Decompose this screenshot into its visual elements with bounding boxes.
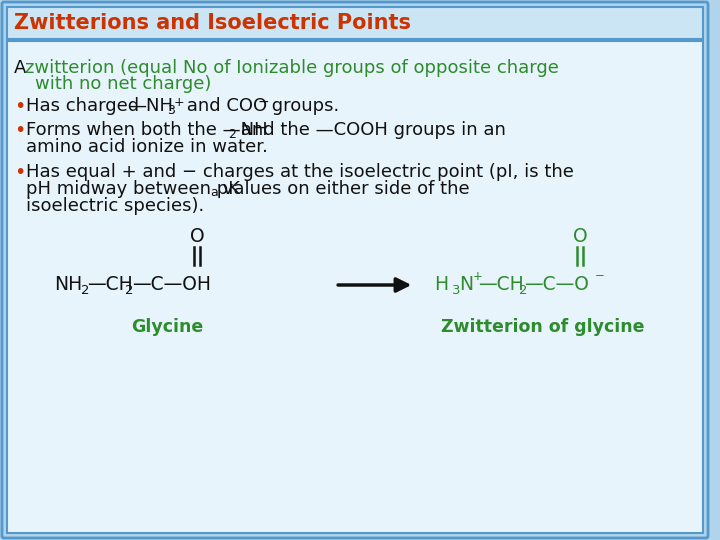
Text: —C—O: —C—O [525, 275, 590, 294]
Text: —NH: —NH [128, 97, 174, 115]
Text: with no net charge): with no net charge) [35, 75, 211, 93]
Text: 3: 3 [166, 104, 174, 117]
Text: Has equal + and − charges at the isoelectric point (pI, is the: Has equal + and − charges at the isoelec… [26, 163, 574, 181]
Text: Has charged: Has charged [26, 97, 139, 115]
Text: +: + [472, 269, 482, 282]
Text: —C—OH: —C—OH [132, 275, 211, 294]
Text: a: a [210, 186, 217, 199]
FancyBboxPatch shape [2, 2, 708, 538]
Text: amino acid ionize in water.: amino acid ionize in water. [26, 138, 268, 156]
Text: 2: 2 [518, 284, 527, 296]
FancyBboxPatch shape [7, 7, 703, 39]
Text: O: O [190, 227, 204, 246]
Text: Forms when both the —NH: Forms when both the —NH [26, 121, 267, 139]
Text: A: A [14, 59, 26, 77]
Text: isoelectric species).: isoelectric species). [26, 197, 204, 215]
Text: and COO: and COO [181, 97, 268, 115]
Text: N: N [459, 275, 474, 294]
Text: H: H [434, 275, 448, 294]
Text: 3: 3 [451, 284, 460, 296]
Text: +: + [174, 96, 184, 109]
Text: Zwitterion of glycine: Zwitterion of glycine [441, 318, 644, 336]
Text: values on either side of the: values on either side of the [217, 180, 469, 198]
Text: 2: 2 [228, 127, 235, 140]
Text: O: O [572, 227, 587, 246]
Text: −: − [257, 95, 269, 109]
Text: Glycine: Glycine [132, 318, 204, 336]
Text: zwitterion (equal No of Ionizable groups of opposite charge: zwitterion (equal No of Ionizable groups… [24, 59, 559, 77]
Text: •: • [14, 120, 25, 139]
FancyBboxPatch shape [7, 41, 703, 533]
Text: •: • [14, 163, 25, 181]
Text: groups.: groups. [266, 97, 340, 115]
Text: NH: NH [54, 275, 83, 294]
Text: 2: 2 [81, 284, 89, 296]
Text: 2: 2 [125, 284, 134, 296]
Text: •: • [14, 97, 25, 116]
Text: and the —COOH groups in an: and the —COOH groups in an [235, 121, 505, 139]
Text: Zwitterions and Isoelectric Points: Zwitterions and Isoelectric Points [14, 13, 411, 33]
Text: —CH: —CH [87, 275, 132, 294]
Text: pH midway between pK: pH midway between pK [26, 180, 240, 198]
Text: —CH: —CH [478, 275, 524, 294]
Text: −: − [595, 269, 605, 282]
